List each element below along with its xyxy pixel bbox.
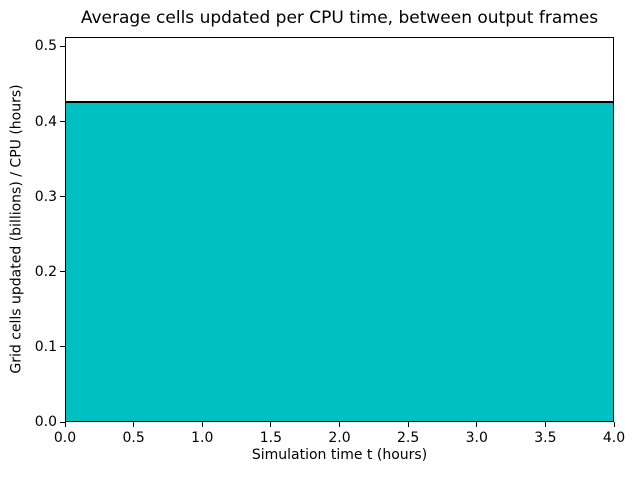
x-tick-mark <box>476 422 478 427</box>
y-tick-label: 0.1 <box>34 338 57 355</box>
y-tick-mark <box>60 45 65 47</box>
x-tick-label: 0.5 <box>122 430 145 446</box>
y-tick-label: 0.3 <box>34 188 57 205</box>
x-tick-label: 4.0 <box>602 430 626 446</box>
x-tick-mark <box>613 422 615 427</box>
x-tick-label: 2.0 <box>328 430 351 446</box>
y-tick-label: 0.4 <box>34 113 57 130</box>
y-axis-label: Grid cells updated (billions) / CPU (hou… <box>8 84 25 374</box>
x-axis-label: Simulation time t (hours) <box>251 447 428 463</box>
y-tick-mark <box>60 271 65 273</box>
x-tick-mark <box>270 422 272 427</box>
x-tick-label: 2.5 <box>396 430 420 446</box>
x-tick-mark <box>339 422 340 427</box>
x-tick-label: 3.0 <box>465 430 488 446</box>
x-tick-label: 0.0 <box>53 430 77 446</box>
x-tick-mark <box>544 422 546 427</box>
x-tick-label: 1.0 <box>191 430 214 446</box>
plot-area <box>65 37 614 422</box>
x-tick-mark <box>201 422 203 427</box>
x-tick-mark <box>64 422 66 427</box>
x-tick-label: 3.5 <box>534 430 557 446</box>
y-tick-mark <box>60 196 65 198</box>
y-tick-mark <box>60 421 65 423</box>
chart-title: Average cells updated per CPU time, betw… <box>80 8 599 28</box>
y-tick-mark <box>60 121 65 122</box>
area-fill-series <box>66 101 613 421</box>
x-tick-label: 1.5 <box>259 430 282 446</box>
y-tick-label: 0.5 <box>34 38 57 55</box>
x-tick-mark <box>407 422 409 427</box>
y-tick-mark <box>60 346 65 348</box>
x-tick-mark <box>133 422 135 427</box>
y-tick-label: 0.2 <box>34 263 57 280</box>
y-tick-label: 0.0 <box>34 414 57 430</box>
